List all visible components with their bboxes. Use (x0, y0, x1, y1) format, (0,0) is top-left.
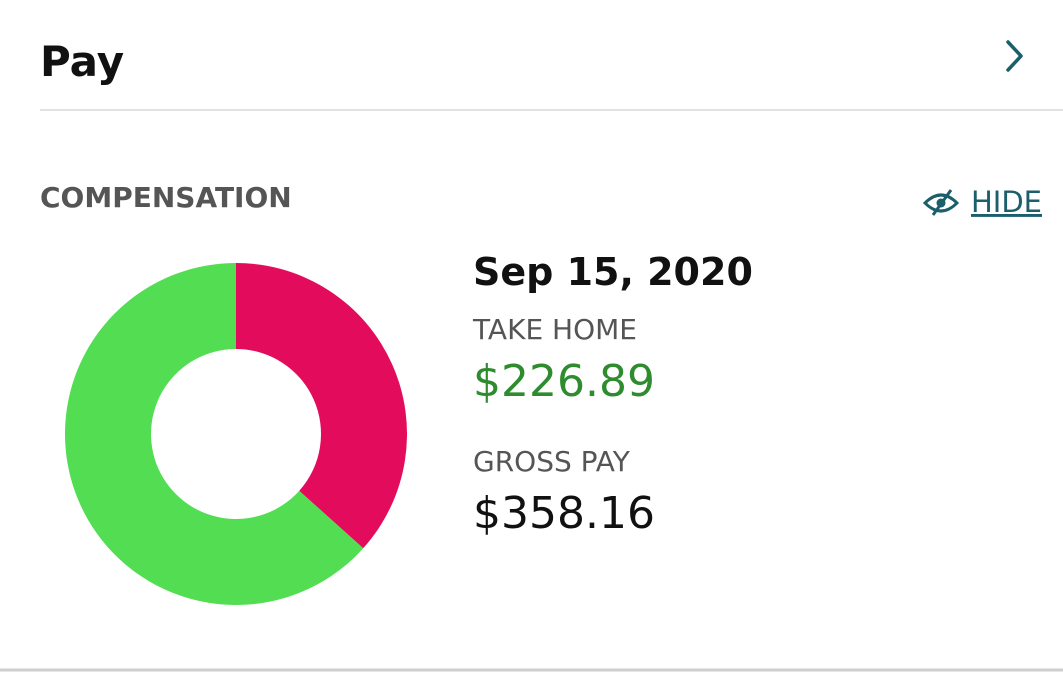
eye-icon (922, 193, 960, 213)
donut-segment (65, 263, 364, 605)
gross-pay-label: GROSS PAY (473, 445, 631, 478)
donut-segment (236, 263, 407, 549)
gross-pay-amount: $358.16 (473, 488, 655, 539)
take-home-label: TAKE HOME (472, 313, 637, 346)
pay-date: Sep 15, 2020 (473, 250, 753, 294)
hide-link[interactable]: HIDE (971, 185, 1042, 219)
hide-toggle[interactable]: HIDE (922, 185, 1042, 219)
eye-slash (931, 189, 953, 216)
card-title: Pay (40, 37, 124, 86)
donut-chart (65, 263, 407, 605)
chevron[interactable] (1006, 40, 1023, 72)
section-title: COMPENSATION (40, 181, 292, 214)
take-home-amount: $226.89 (473, 356, 655, 407)
